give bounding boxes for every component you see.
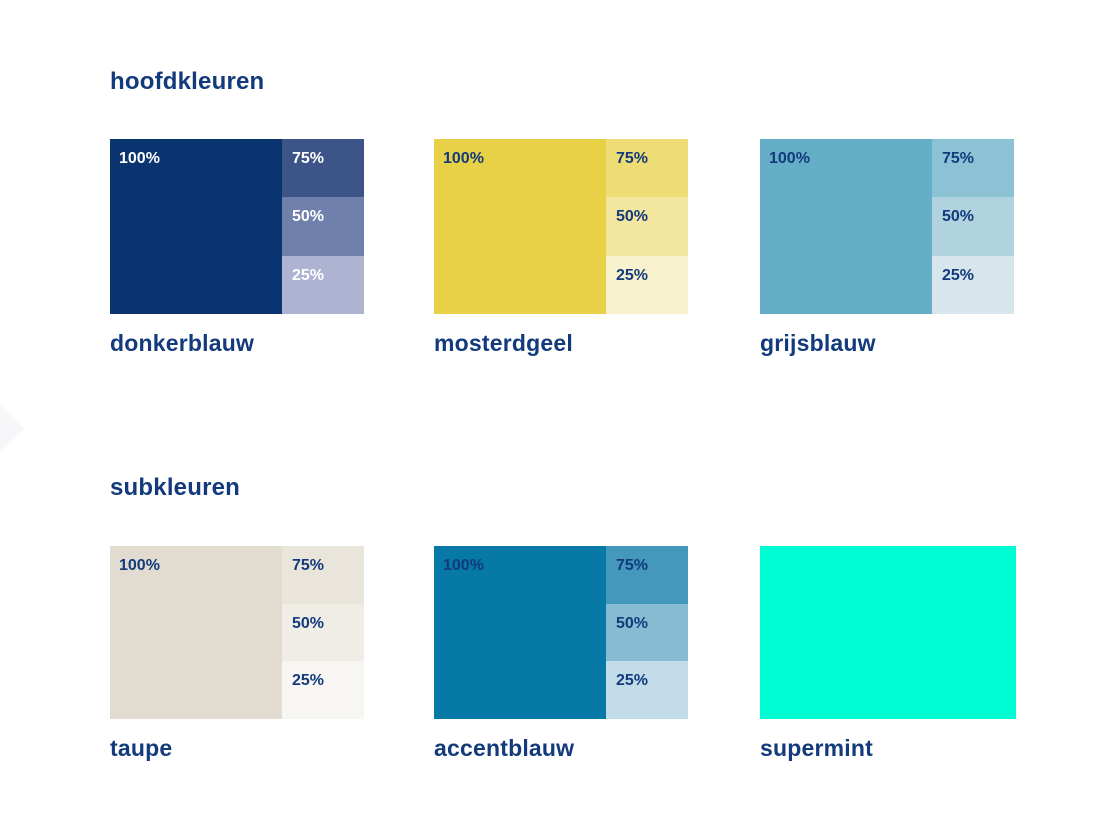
- swatch-group-taupe: 100% 75% 50% 25% taupe: [110, 546, 364, 762]
- swatch-tile-25: 25%: [282, 661, 364, 720]
- tint-percent-label: 100%: [443, 557, 484, 574]
- tint-percent-label: 50%: [616, 208, 649, 226]
- tint-percent-label: 100%: [119, 150, 160, 167]
- swatch-tile-solid: [760, 546, 1016, 719]
- color-swatch: 100% 75% 50% 25%: [110, 546, 364, 720]
- tint-percent-label: 25%: [616, 266, 649, 284]
- swatch-tile-25: 25%: [606, 661, 688, 720]
- swatch-group-grijsblauw: 100% 75% 50% 25% grijsblauw: [760, 139, 1014, 357]
- tint-percent-label: 75%: [616, 557, 649, 574]
- swatch-tile-100: 100%: [760, 139, 932, 314]
- tint-percent-label: 50%: [616, 614, 649, 632]
- tint-column: 75% 50% 25%: [606, 139, 688, 314]
- swatch-tile-50: 50%: [606, 603, 688, 662]
- swatch-tile-100: 100%: [110, 139, 282, 314]
- swatch-tile-75: 75%: [932, 139, 1014, 198]
- tint-column: 75% 50% 25%: [282, 139, 364, 314]
- swatch-tile-100: 100%: [110, 546, 282, 719]
- tint-column: 75% 50% 25%: [282, 546, 364, 720]
- swatch-tile-25: 25%: [932, 255, 1014, 314]
- swatch-name-label: grijsblauw: [760, 330, 876, 356]
- tint-percent-label: 25%: [942, 266, 975, 284]
- tint-percent-label: 25%: [616, 672, 649, 690]
- swatch-name-label: donkerblauw: [110, 330, 255, 356]
- swatch-tile-75: 75%: [282, 546, 364, 604]
- edge-decoration: [0, 405, 24, 453]
- tint-column: 75% 50% 25%: [932, 139, 1014, 314]
- tint-percent-label: 75%: [616, 150, 649, 167]
- color-swatch: 100% 75% 50% 25%: [434, 546, 688, 720]
- swatch-group-donkerblauw: 100% 75% 50% 25% donkerblauw: [110, 139, 364, 357]
- tint-percent-label: 25%: [292, 672, 325, 690]
- tint-percent-label: 50%: [292, 208, 325, 226]
- tint-column: 75% 50% 25%: [606, 546, 688, 720]
- swatch-tile-100: 100%: [434, 139, 606, 314]
- swatch-tile-50: 50%: [282, 603, 364, 662]
- tint-percent-label: 50%: [942, 208, 975, 226]
- swatch-tile-75: 75%: [606, 546, 688, 604]
- tint-percent-label: 100%: [119, 557, 160, 574]
- swatch-tile-25: 25%: [282, 255, 364, 314]
- tint-percent-label: 75%: [292, 557, 325, 574]
- swatch-tile-50: 50%: [932, 197, 1014, 256]
- swatch-tile-50: 50%: [606, 197, 688, 256]
- swatch-tile-50: 50%: [282, 197, 364, 256]
- swatch-group-accentblauw: 100% 75% 50% 25% accentblauw: [434, 546, 688, 762]
- swatch-tile-75: 75%: [282, 139, 364, 198]
- tint-percent-label: 75%: [942, 150, 975, 167]
- swatch-tile-100: 100%: [434, 546, 606, 719]
- swatch-group-supermint: supermint: [760, 546, 1016, 762]
- tint-percent-label: 100%: [769, 150, 810, 167]
- section-heading-hoofdkleuren: hoofdkleuren: [110, 68, 265, 95]
- swatch-name-label: accentblauw: [434, 735, 575, 761]
- swatch-group-mosterdgeel: 100% 75% 50% 25% mosterdgeel: [434, 139, 688, 357]
- color-swatch: 100% 75% 50% 25%: [110, 139, 364, 314]
- tint-percent-label: 25%: [292, 266, 325, 284]
- color-swatch: 100% 75% 50% 25%: [760, 139, 1014, 314]
- swatch-tile-25: 25%: [606, 255, 688, 314]
- swatch-name-label: supermint: [760, 735, 873, 761]
- color-swatch: 100% 75% 50% 25%: [434, 139, 688, 314]
- tint-percent-label: 100%: [443, 150, 484, 167]
- section-heading-subkleuren: subkleuren: [110, 474, 241, 501]
- tint-percent-label: 75%: [292, 150, 325, 167]
- swatch-tile-75: 75%: [606, 139, 688, 198]
- swatch-name-label: taupe: [110, 735, 173, 761]
- swatch-name-label: mosterdgeel: [434, 330, 573, 356]
- tint-percent-label: 50%: [292, 614, 325, 632]
